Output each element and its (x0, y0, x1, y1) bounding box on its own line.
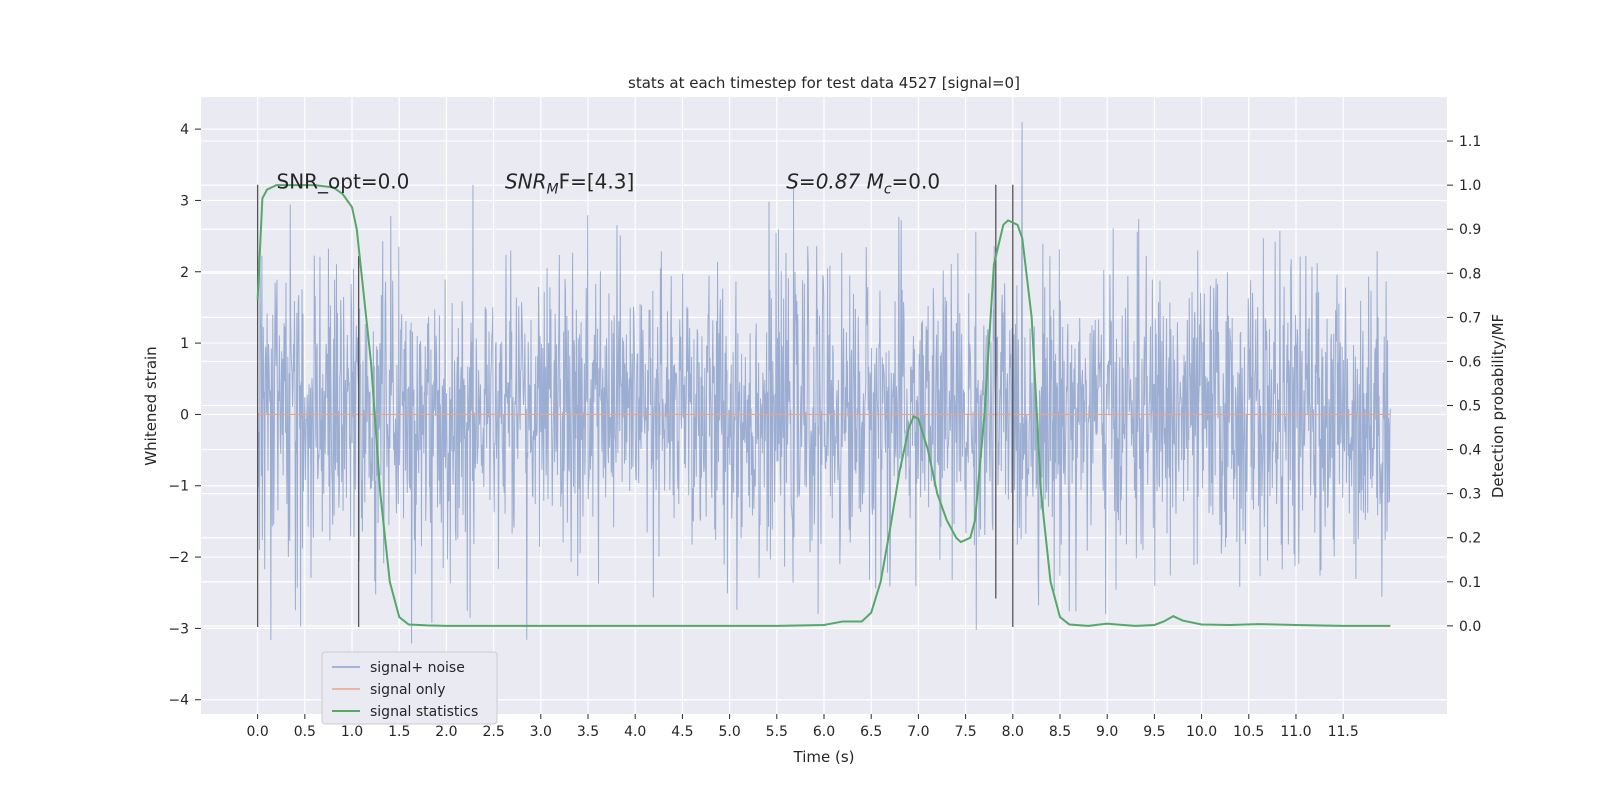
y2-tick-label: 0.1 (1459, 575, 1481, 591)
y2-tick-label: 1.0 (1459, 178, 1481, 194)
y-axis-label-left: Whitened strain (142, 346, 160, 465)
annotation-2: S=0.87 Mc=0.0 (786, 170, 940, 198)
legend-label: signal only (370, 682, 445, 698)
x-tick-label: 7.0 (907, 724, 929, 740)
y-tick-label: 2 (180, 265, 189, 281)
y2-tick-label: 1.1 (1459, 134, 1481, 150)
x-tick-label: 7.5 (954, 724, 976, 740)
y-tick-label: −3 (168, 621, 189, 637)
y-tick-label: −4 (168, 693, 189, 709)
x-axis-label: Time (s) (793, 748, 855, 766)
annotation-text: SNR (505, 170, 547, 194)
annotation-text: S=0.87 M (786, 170, 884, 194)
chart-title: stats at each timestep for test data 452… (628, 74, 1020, 92)
legend-label: signal+ noise (370, 660, 465, 676)
x-tick-label: 10.5 (1233, 724, 1264, 740)
x-tick-label: 5.5 (766, 724, 788, 740)
y-tick-label: −1 (168, 479, 189, 495)
annotation-0: SNR_opt=0.0 (277, 170, 410, 194)
y2-tick-label: 0.3 (1459, 487, 1481, 503)
legend-box (321, 651, 498, 725)
x-tick-label: 9.5 (1143, 724, 1165, 740)
x-tick-labels: 0.0 0.5 1.0 1.5 2.0 2.5 3.0 3.5 4.0 4.5 5.0 5.5 6.0 6… (247, 714, 1359, 740)
x-tick-label: 8.0 (1002, 724, 1024, 740)
x-tick-label: 5.0 (718, 724, 740, 740)
y-tick-label: 4 (180, 122, 189, 138)
annotation-1: SNRMF=[4.3] (505, 170, 634, 198)
annotations: SNR_opt=0.0 SNRMF=[4.3] S=0.87 Mc=0.0 (277, 170, 941, 198)
x-tick-label: 3.0 (530, 724, 552, 740)
y-tick-label: 3 (180, 193, 189, 209)
x-tick-label: 10.0 (1186, 724, 1217, 740)
y-tick-label: 1 (180, 336, 189, 352)
series-signal-noise (257, 121, 1391, 644)
annotation-text: SNR_opt=0.0 (277, 170, 410, 194)
x-tick-label: 2.5 (482, 724, 504, 740)
x-tick-label: 3.5 (577, 724, 599, 740)
y2-tick-label: 0.9 (1459, 222, 1481, 238)
signal-statistics-line (256, 184, 1391, 627)
y-tick-label: 0 (180, 407, 189, 423)
signal-noise-line (257, 121, 1391, 644)
y2-tick-label: 0.5 (1459, 399, 1481, 415)
y-tick-label: −2 (168, 550, 189, 566)
y2-tick-label: 0.6 (1459, 354, 1481, 370)
annotation-subscript: M (547, 182, 559, 198)
x-tick-label: 6.5 (860, 724, 882, 740)
y2-tick-label: 0.4 (1459, 443, 1481, 459)
x-tick-label: 11.5 (1328, 724, 1359, 740)
x-tick-label: 11.0 (1280, 724, 1311, 740)
x-tick-label: 6.0 (813, 724, 835, 740)
y2-tick-label: 0.7 (1459, 310, 1481, 326)
y2-tick-label: 0.8 (1459, 266, 1481, 282)
x-tick-label: 4.5 (671, 724, 693, 740)
y2-tick-label: 0.2 (1459, 531, 1481, 547)
x-tick-label: 8.5 (1049, 724, 1071, 740)
y-right-tick-labels: 0.0 0.1 0.2 0.3 0.4 0.5 0.6 0.7 0.8 0.9 1.0 1.1 (1447, 134, 1481, 635)
x-tick-label: 4.0 (624, 724, 646, 740)
y-left-tick-labels: −4 −3 −2 −1 0 1 2 3 4 (168, 122, 201, 709)
x-tick-label: 1.5 (388, 724, 410, 740)
annotation-rest: =0.0 (892, 170, 941, 194)
x-tick-label: 2.0 (435, 724, 457, 740)
series-signal-statistics (256, 184, 1391, 627)
legend-label: signal statistics (370, 704, 478, 720)
y-axis-label-right: Detection probability/MF (1489, 314, 1507, 498)
x-tick-label: 9.0 (1096, 724, 1118, 740)
x-tick-label: 1.0 (341, 724, 363, 740)
x-tick-label: 0.5 (294, 724, 316, 740)
y2-tick-label: 0.0 (1459, 619, 1481, 635)
legend: signal+ noise signal only signal statistic… (321, 651, 498, 725)
annotation-subscript: c (884, 182, 892, 198)
x-tick-label: 0.0 (247, 724, 269, 740)
annotation-rest: F=[4.3] (559, 170, 635, 194)
